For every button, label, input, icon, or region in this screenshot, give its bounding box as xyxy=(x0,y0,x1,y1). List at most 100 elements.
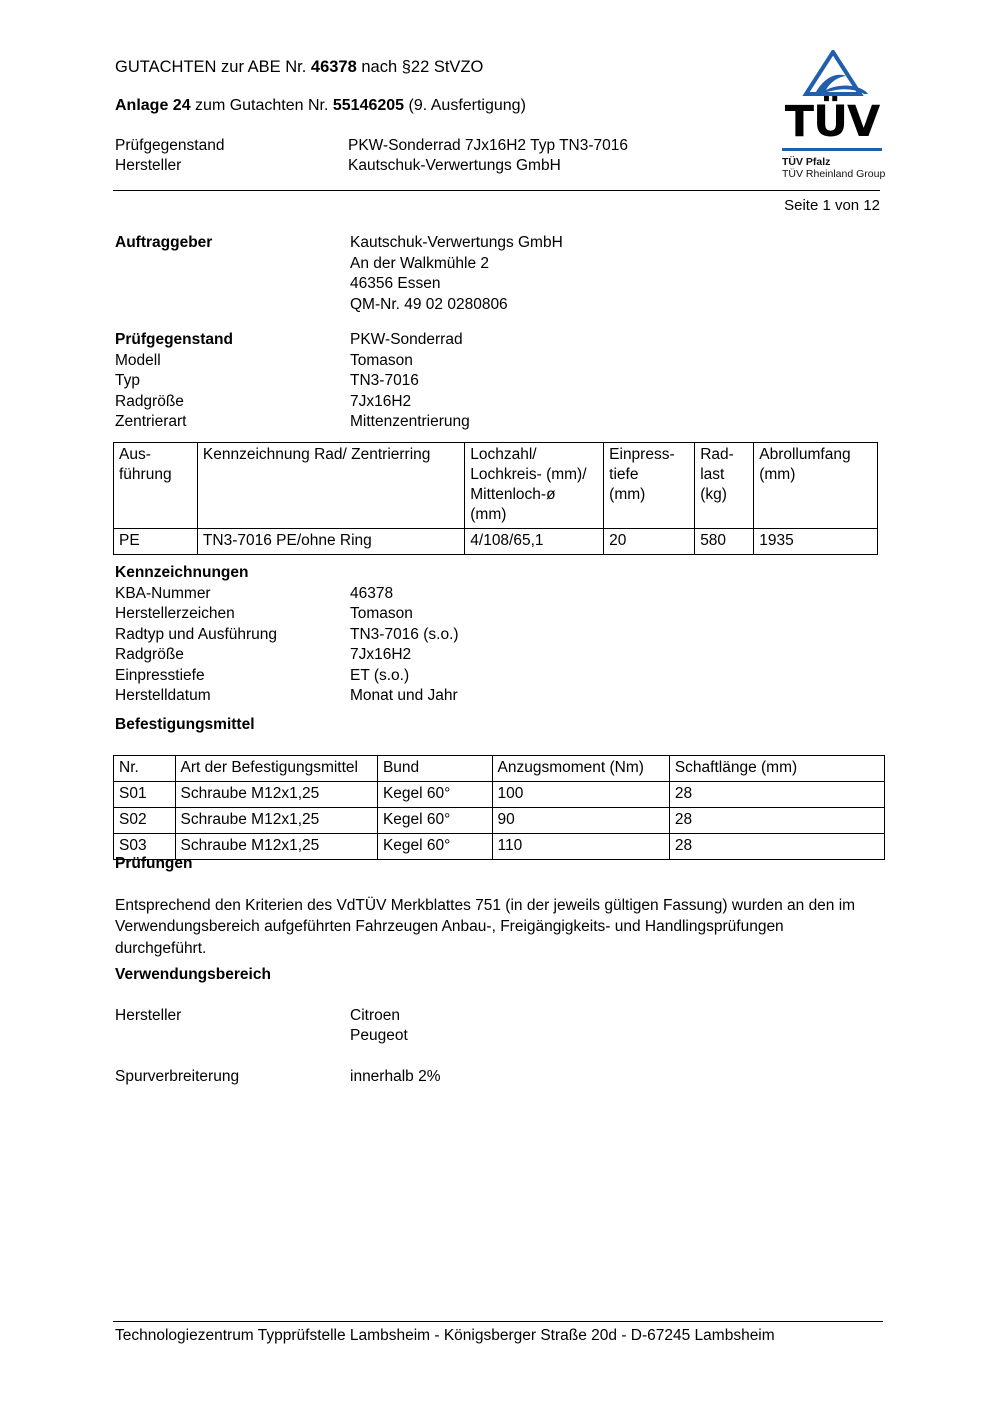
auftraggeber-row: Auftraggeber Kautschuk-Verwertungs GmbH xyxy=(115,233,875,254)
spec-cell-radlast: 580 xyxy=(694,528,755,555)
kennzeichnungen-row: Radgröße 7Jx16H2 xyxy=(115,645,875,666)
auftraggeber-heading: Auftraggeber xyxy=(115,234,213,251)
fastener-cell-schaftlaenge: 28 xyxy=(668,807,886,834)
pruefgegenstand-heading: Prüfgegenstand xyxy=(115,331,233,348)
gutachten-number: 55146205 xyxy=(332,97,405,114)
document-title-prefix: GUTACHTEN zur ABE Nr. xyxy=(115,58,311,76)
spec-cell-einpresstiefe: 20 xyxy=(603,528,696,555)
footer-address: Technologiezentrum Typprüfstelle Lambshe… xyxy=(115,1327,775,1344)
verwendungsbereich-row: Hersteller Citroen xyxy=(115,1006,875,1027)
fastener-cell-nr: S01 xyxy=(113,781,176,808)
header-pair-label: Prüfgegenstand xyxy=(115,137,225,154)
page-indicator: Seite 1 von 12 xyxy=(784,197,880,214)
kennzeichnungen-label: KBA-Nummer xyxy=(115,584,211,602)
verwendungsbereich-hersteller-value: Peugeot xyxy=(350,1027,408,1044)
pruefgegenstand-value: TN3-7016 xyxy=(350,372,419,389)
fastener-cell-bund: Kegel 60° xyxy=(376,807,493,834)
spec-th-kennzeichnung: Kennzeichnung Rad/ Zentrierring xyxy=(196,442,466,529)
fastener-cell-art: Schraube M12x1,25 xyxy=(174,807,378,834)
tuv-logo: TÜV TÜV Pfalz TÜV Rheinland Group xyxy=(752,44,912,180)
table-row: S02 Schraube M12x1,25 Kegel 60° 90 28 xyxy=(113,807,886,834)
kennzeichnungen-value: Tomason xyxy=(350,605,413,622)
table-row: PE TN3-7016 PE/ohne Ring 4/108/65,1 20 5… xyxy=(113,528,878,555)
auftraggeber-address-line: Kautschuk-Verwertungs GmbH xyxy=(350,234,563,251)
kennzeichnungen-row: Herstelldatum Monat und Jahr xyxy=(115,686,875,707)
befestigungsmittel-table: Nr. Art der Befestigungsmittel Bund Anzu… xyxy=(113,755,886,860)
kennzeichnungen-heading: Kennzeichnungen xyxy=(115,564,249,581)
pruefgegenstand-value: 7Jx16H2 xyxy=(350,392,412,410)
verwendungsbereich-row: Spurverbreiterung innerhalb 2% xyxy=(115,1067,875,1088)
verwendungsbereich-row: Peugeot xyxy=(115,1026,875,1047)
pruefgegenstand-value: PKW-Sonderrad xyxy=(350,331,463,348)
spurverbreiterung-value: innerhalb 2% xyxy=(350,1067,441,1085)
verwendungsbereich-spacer xyxy=(115,1026,350,1047)
kennzeichnungen-row: Einpresstiefe ET (s.o.) xyxy=(115,666,875,687)
pruefgegenstand-row: Typ TN3-7016 xyxy=(115,371,875,392)
kennzeichnungen-block: Kennzeichnungen KBA-Nummer 46378 Herstel… xyxy=(115,563,875,707)
befestigungsmittel-block: Befestigungsmittel xyxy=(115,715,875,736)
fastener-cell-bund: Kegel 60° xyxy=(376,781,493,808)
spec-th-abrollumfang: Abrollumfang (mm) xyxy=(753,442,878,529)
abe-number: 46378 xyxy=(310,58,357,76)
pruefgegenstand-label: Modell xyxy=(115,351,161,369)
header-pair-label: Hersteller xyxy=(115,157,182,174)
pruefgegenstand-row: Radgröße 7Jx16H2 xyxy=(115,392,875,413)
fastener-cell-anzugsmoment: 90 xyxy=(491,807,670,834)
auftraggeber-row: An der Walkmühle 2 xyxy=(115,254,875,275)
fastener-cell-schaftlaenge: 28 xyxy=(668,781,886,808)
verwendungsbereich-block: Verwendungsbereich Hersteller Citroen Pe… xyxy=(115,965,875,1087)
table-row: S03 Schraube M12x1,25 Kegel 60° 110 28 xyxy=(113,833,886,860)
kennzeichnungen-value: 46378 xyxy=(350,584,394,602)
pruefgegenstand-label: Zentrierart xyxy=(115,413,187,430)
kennzeichnungen-value: Monat und Jahr xyxy=(350,687,458,704)
fastener-cell-art: Schraube M12x1,25 xyxy=(174,781,378,808)
header-pair-row: Hersteller Kautschuk-Verwertungs GmbH xyxy=(115,156,815,176)
auftraggeber-qm-number: QM-Nr. 49 02 0280806 xyxy=(350,295,508,313)
fastener-th-anzugsmoment: Anzugsmoment (Nm) xyxy=(491,755,670,782)
tuv-wordmark: TÜV xyxy=(784,97,881,147)
auftraggeber-block: Auftraggeber Kautschuk-Verwertungs GmbH … xyxy=(115,233,875,315)
kennzeichnungen-value: 7Jx16H2 xyxy=(350,646,412,663)
kennzeichnungen-label: Radgröße xyxy=(115,646,184,663)
auftraggeber-row: QM-Nr. 49 02 0280806 xyxy=(115,295,875,316)
pruefungen-text: Entsprechend den Kriterien des VdTÜV Mer… xyxy=(115,896,856,957)
kennzeichnungen-value: TN3-7016 (s.o.) xyxy=(350,625,459,643)
kennzeichnungen-value: ET (s.o.) xyxy=(350,666,410,684)
verwendungsbereich-heading: Verwendungsbereich xyxy=(115,966,271,983)
tuv-logo-subtitle: TÜV Pfalz TÜV Rheinland Group xyxy=(782,156,885,180)
kennzeichnungen-label: Herstellerzeichen xyxy=(115,605,235,622)
header-divider xyxy=(113,190,880,191)
spec-cell-abrollumfang: 1935 xyxy=(753,528,878,555)
fastener-cell-nr: S02 xyxy=(113,807,176,834)
auftraggeber-address-line: An der Walkmühle 2 xyxy=(350,254,489,272)
footer-divider xyxy=(113,1321,883,1322)
pruefungen-heading: Prüfungen xyxy=(115,855,193,872)
fastener-cell-art: Schraube M12x1,25 xyxy=(174,833,378,860)
spec-th-einpresstiefe: Einpress- tiefe (mm) xyxy=(603,442,696,529)
fastener-cell-anzugsmoment: 100 xyxy=(491,781,670,808)
kennzeichnungen-label: Einpresstiefe xyxy=(115,666,205,684)
pruefungen-spacer xyxy=(115,875,875,895)
befestigungsmittel-heading: Befestigungsmittel xyxy=(115,716,255,733)
pruefgegenstand-block: Prüfgegenstand PKW-Sonderrad Modell Toma… xyxy=(115,330,875,433)
pruefungen-block: Prüfungen Entsprechend den Kriterien des… xyxy=(115,854,875,959)
fastener-cell-nr: S03 xyxy=(113,833,176,860)
pruefgegenstand-row: Modell Tomason xyxy=(115,351,875,372)
spurverbreiterung-label: Spurverbreiterung xyxy=(115,1067,240,1085)
anlage-mid: zum Gutachten Nr. xyxy=(190,97,333,114)
fastener-th-nr: Nr. xyxy=(113,755,176,782)
anlage-line: Anlage 24 zum Gutachten Nr. 55146205 (9.… xyxy=(115,96,526,116)
anlage-suffix: (9. Ausfertigung) xyxy=(404,97,526,114)
spec-th-radlast: Rad- last (kg) xyxy=(694,442,755,529)
kennzeichnungen-row: Radtyp und Ausführung TN3-7016 (s.o.) xyxy=(115,625,875,646)
fastener-th-schaftlaenge: Schaftlänge (mm) xyxy=(668,755,886,782)
spec-table: Aus- führung Kennzeichnung Rad/ Zentrier… xyxy=(113,442,878,555)
spec-th-lochzahl: Lochzahl/ Lochkreis- (mm)/ Mittenloch-ø … xyxy=(464,442,605,529)
fastener-th-art: Art der Befestigungsmittel xyxy=(174,755,378,782)
fastener-table-header-row: Nr. Art der Befestigungsmittel Bund Anzu… xyxy=(113,755,886,782)
auftraggeber-spacer xyxy=(115,254,350,275)
pruefgegenstand-row: Zentrierart Mittenzentrierung xyxy=(115,412,875,433)
auftraggeber-address-line: 46356 Essen xyxy=(350,275,441,292)
kennzeichnungen-label: Herstelldatum xyxy=(115,687,211,704)
